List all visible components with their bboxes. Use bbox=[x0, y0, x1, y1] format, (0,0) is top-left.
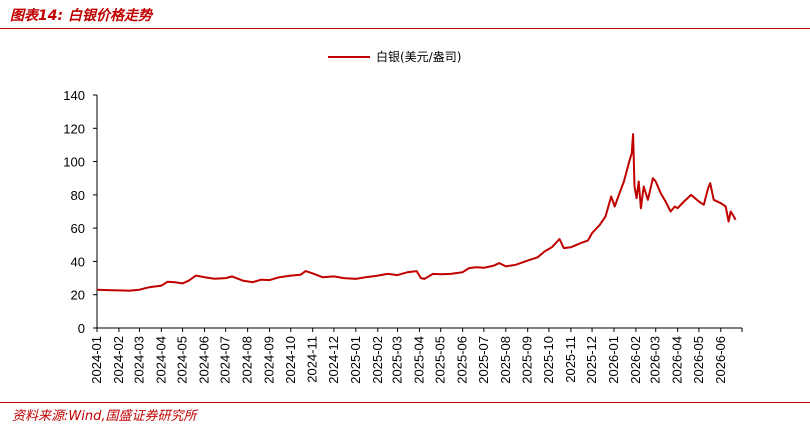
x-tick-label: 2024-12 bbox=[326, 336, 341, 384]
legend: 白银(美元/盎司) bbox=[328, 49, 461, 64]
x-tick-label: 2025-02 bbox=[370, 336, 385, 384]
y-tick-label: 60 bbox=[71, 221, 85, 236]
x-tick-label: 2024-07 bbox=[218, 336, 233, 384]
x-tick-label: 2025-05 bbox=[433, 336, 448, 384]
x-tick-label: 2026-04 bbox=[670, 336, 685, 384]
x-tick-label: 2024-08 bbox=[240, 336, 255, 384]
x-tick-label: 2024-04 bbox=[153, 336, 168, 384]
y-axis-ticks: 0 20 40 60 80 100 120 140 bbox=[63, 88, 97, 336]
top-rule bbox=[0, 28, 810, 29]
x-tick-label: 2024-02 bbox=[111, 336, 126, 384]
x-tick-label: 2025-01 bbox=[348, 336, 363, 384]
source-note: 资料来源:Wind,国盛证券研究所 bbox=[12, 409, 197, 424]
x-tick-label: 2025-07 bbox=[476, 336, 491, 384]
x-tick-label: 2024-03 bbox=[131, 336, 146, 384]
x-tick-label: 2025-04 bbox=[412, 336, 427, 384]
legend-label: 白银(美元/盎司) bbox=[376, 49, 461, 64]
x-tick-label: 2025-12 bbox=[584, 336, 599, 384]
y-tick-label: 40 bbox=[71, 254, 85, 269]
x-axis-ticks: 2024-01 2024-02 2024-03 2024-04 2024-05 2024-… bbox=[89, 328, 743, 384]
x-tick-label: 2026-02 bbox=[628, 336, 643, 384]
x-tick-label: 2024-05 bbox=[175, 336, 190, 384]
x-tick-label: 2024-10 bbox=[283, 336, 298, 384]
series-lines bbox=[96, 133, 737, 292]
x-tick-label: 2026-06 bbox=[713, 336, 728, 384]
x-tick-label: 2024-09 bbox=[262, 336, 277, 384]
x-tick-label: 2026-03 bbox=[648, 336, 663, 384]
y-tick-label: 0 bbox=[78, 321, 85, 336]
x-tick-label: 2025-03 bbox=[390, 336, 405, 384]
x-tick-label: 2026-01 bbox=[606, 336, 621, 384]
x-tick-label: 2024-06 bbox=[197, 336, 212, 384]
figure-title: 图表14: 白银价格走势 bbox=[10, 8, 152, 24]
y-tick-label: 20 bbox=[71, 288, 85, 303]
bottom-rule bbox=[0, 402, 810, 403]
y-tick-label: 140 bbox=[63, 88, 85, 103]
x-tick-label: 2025-08 bbox=[498, 336, 513, 384]
series-line-silver bbox=[96, 133, 737, 292]
y-tick-label: 120 bbox=[63, 121, 85, 136]
x-tick-label: 2024-01 bbox=[89, 336, 104, 384]
x-tick-label: 2025-10 bbox=[541, 336, 556, 384]
x-tick-label: 2025-09 bbox=[520, 336, 535, 384]
x-tick-label: 2026-05 bbox=[691, 336, 706, 384]
x-tick-label: 2025-11 bbox=[563, 336, 578, 383]
y-tick-label: 100 bbox=[63, 155, 85, 170]
chart-axes bbox=[96, 95, 742, 329]
x-tick-label: 2025-06 bbox=[455, 336, 470, 384]
x-tick-label: 2024-11 bbox=[305, 336, 320, 383]
y-tick-label: 80 bbox=[71, 188, 85, 203]
